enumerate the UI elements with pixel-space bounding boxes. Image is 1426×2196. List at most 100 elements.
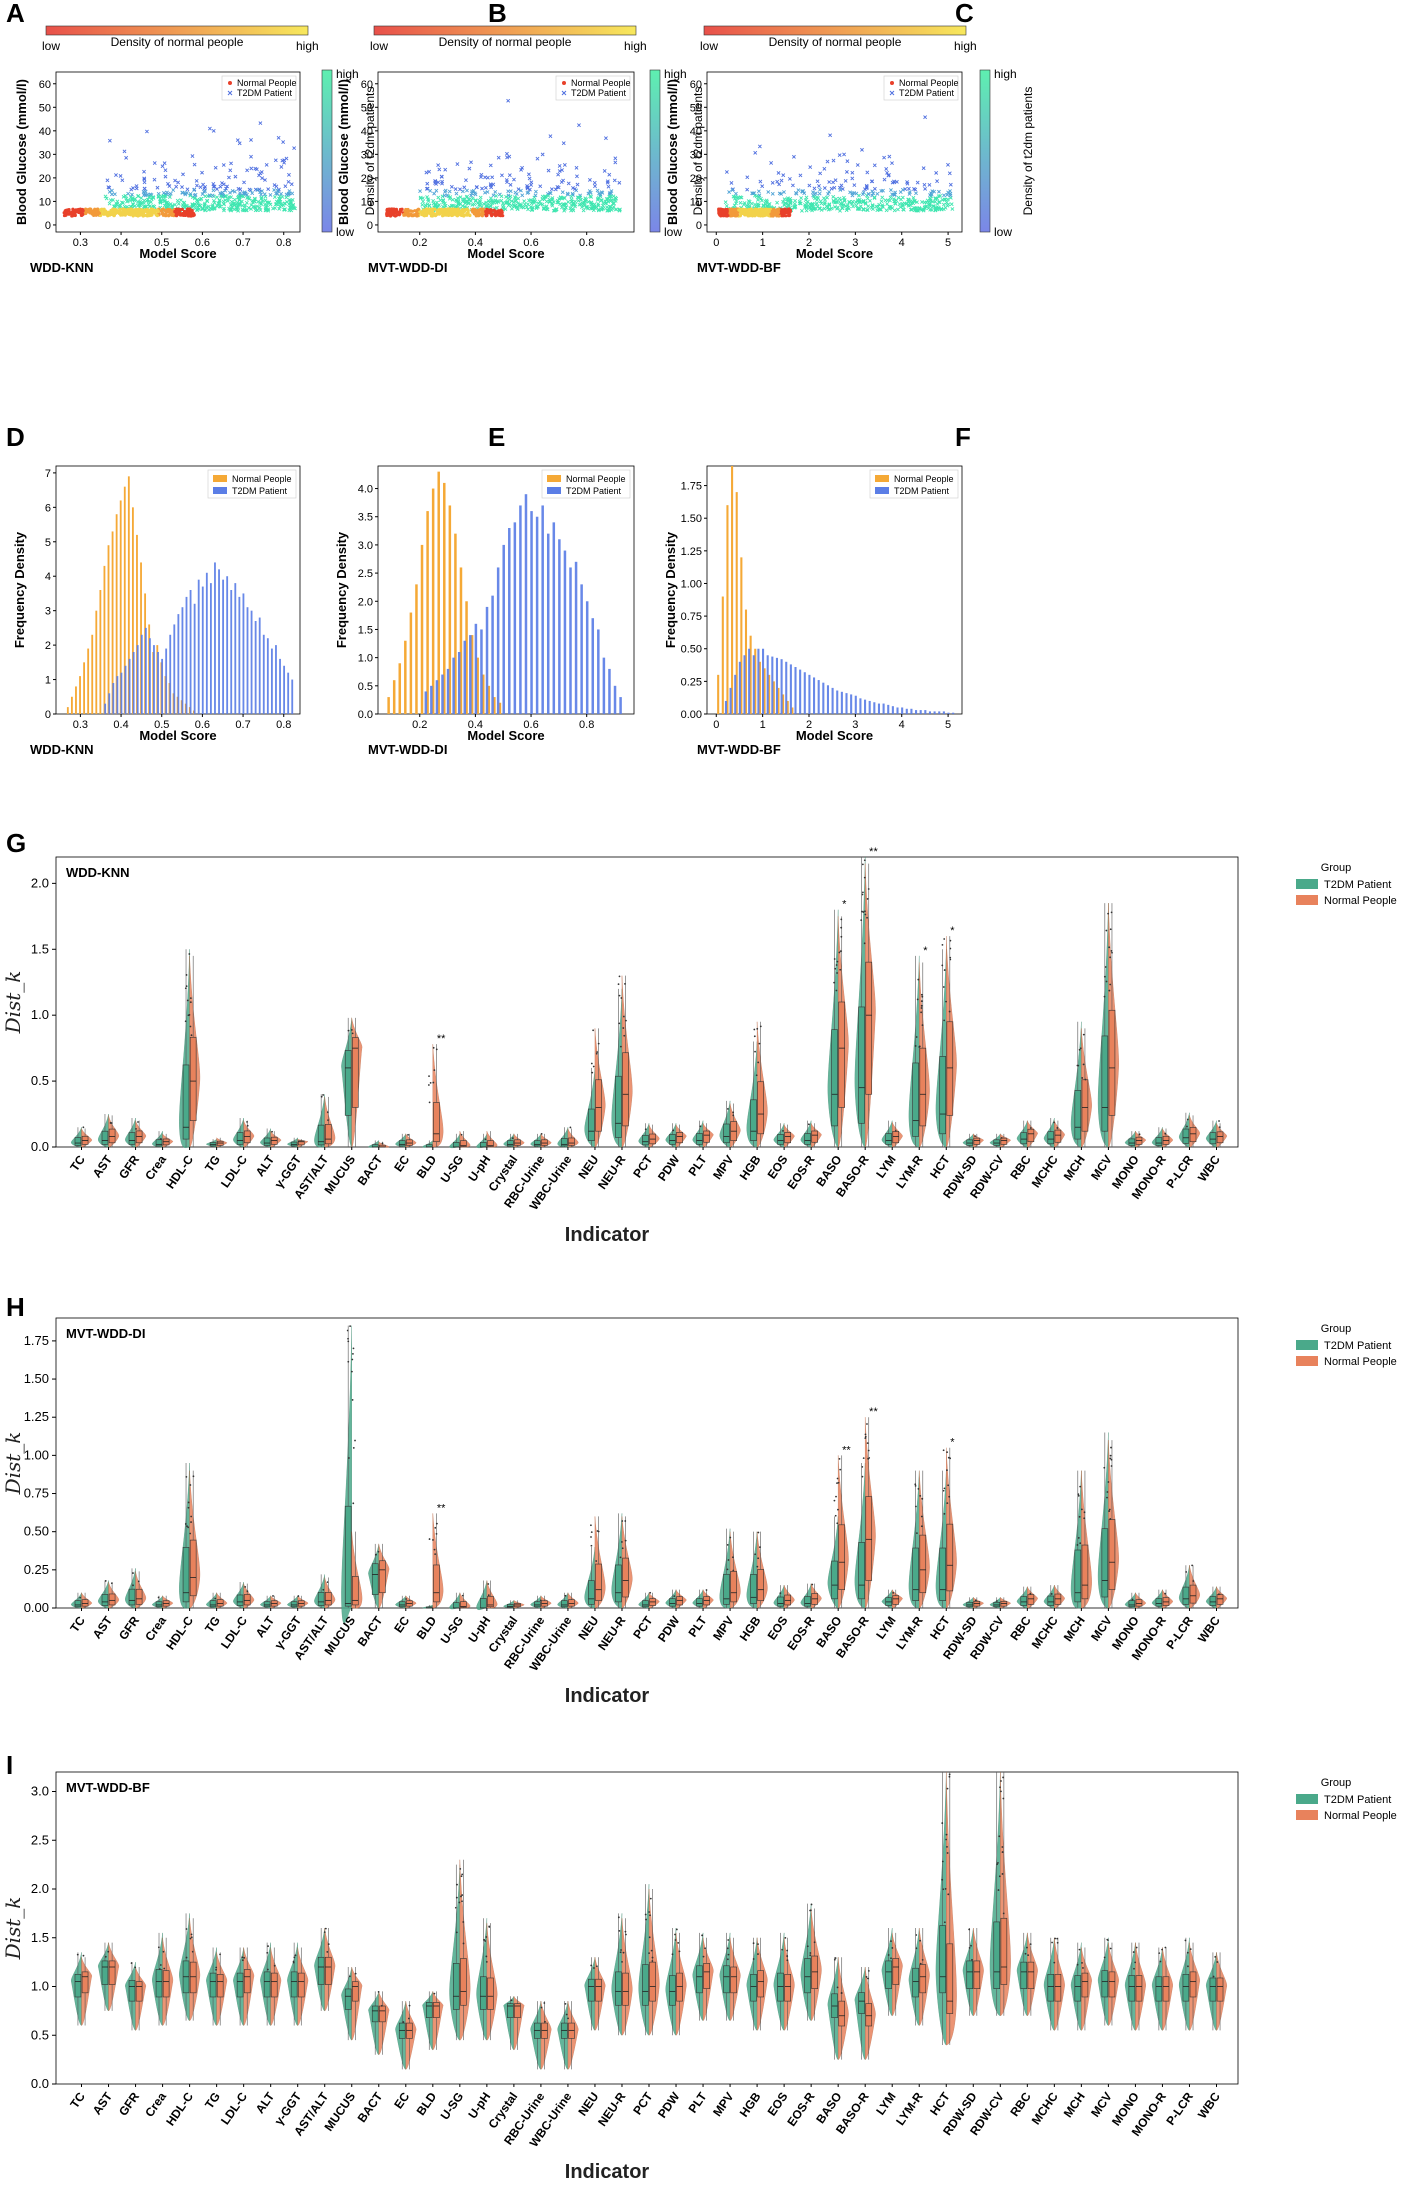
outlier-point (326, 1111, 329, 1114)
normal-point (756, 212, 760, 217)
t2dm-point (247, 187, 252, 192)
normal-point (740, 209, 744, 213)
normal-box (865, 961, 873, 1095)
t2dm-point (790, 183, 795, 188)
t2dm-point (950, 207, 955, 211)
t2dm-point (283, 201, 287, 206)
outlier-point (591, 1071, 594, 1074)
t2dm-point (546, 193, 551, 198)
normal-box (919, 1047, 927, 1127)
t2dm-point (249, 207, 253, 211)
outlier-point (807, 1123, 810, 1126)
t2dm-point (724, 170, 729, 174)
t2dm-point (561, 178, 565, 183)
t2dm-point (834, 200, 838, 205)
t2dm-bar (619, 697, 622, 714)
outlier-point (1050, 1593, 1053, 1595)
y-tick-label: 0.0 (358, 709, 373, 721)
normal-point (721, 214, 725, 218)
outlier-point (564, 1594, 567, 1597)
outlier-point (754, 1050, 756, 1053)
t2dm-point (807, 183, 812, 188)
normal-box (81, 1971, 89, 1994)
x-category-label: MCHC (1029, 2089, 1061, 2127)
normal-box (433, 2002, 440, 2018)
t2dm-point (458, 187, 462, 192)
t2dm-point (579, 202, 584, 207)
t2dm-point (151, 195, 155, 199)
outlier-point (835, 1495, 837, 1498)
t2dm-bar (591, 618, 595, 714)
outlier-point (866, 898, 869, 900)
t2dm-box (344, 1505, 352, 1607)
x-category-label: EOS-R (784, 1152, 817, 1191)
outlier-point (784, 1937, 787, 1939)
outlier-point (462, 1942, 465, 1945)
t2dm-point (289, 182, 294, 187)
t2dm-point (424, 170, 429, 175)
t2dm-box (804, 1596, 811, 1607)
colorbar-low-label: low (700, 39, 718, 53)
t2dm-point (847, 199, 852, 204)
outlier-point (752, 1958, 755, 1960)
x-category-label: MPV (710, 1153, 736, 1182)
t2dm-point (923, 115, 928, 120)
outlier-point (943, 1921, 946, 1924)
outlier-point (346, 1329, 349, 1332)
outlier-point (945, 1838, 948, 1841)
outlier-point (185, 985, 188, 988)
t2dm-box (452, 1963, 460, 2010)
t2dm-box (1155, 1976, 1163, 2002)
t2dm-point (915, 180, 920, 185)
t2dm-point (828, 133, 833, 138)
y-tick-label: 30 (361, 149, 373, 161)
outlier-point (651, 1956, 654, 1959)
t2dm-point (463, 200, 468, 204)
x-category-label: P-LCR (1163, 1152, 1196, 1190)
outlier-point (732, 1114, 735, 1117)
t2dm-point (232, 201, 237, 206)
t2dm-point (425, 195, 430, 199)
t2dm-point (441, 204, 445, 209)
t2dm-point (850, 170, 855, 175)
t2dm-point (555, 200, 560, 205)
t2dm-box (1074, 1549, 1082, 1603)
outlier-point (756, 1027, 759, 1030)
normal-violin (459, 1859, 471, 2041)
outlier-point (1110, 1446, 1112, 1449)
t2dm-bar (124, 665, 127, 714)
outlier-point (1218, 1120, 1220, 1122)
t2dm-point (804, 208, 809, 213)
normal-point (484, 209, 488, 214)
panel-label-a: A (6, 0, 25, 28)
t2dm-point (263, 178, 267, 182)
outlier-point (813, 1941, 816, 1944)
outlier-point (948, 1773, 951, 1776)
t2dm-point (593, 184, 597, 189)
t2dm-point (931, 204, 935, 209)
t2dm-point (901, 202, 905, 207)
outlier-point (185, 1956, 188, 1959)
t2dm-density-colorbar (979, 69, 991, 233)
t2dm-point (493, 189, 498, 194)
outlier-point (1109, 983, 1112, 986)
normal-point (742, 211, 746, 216)
normal-point (745, 209, 749, 214)
colorbar-high-label: high (336, 67, 359, 81)
outlier-point (946, 1852, 949, 1854)
y-tick-label: 2.5 (358, 568, 373, 580)
outlier-point (1109, 1518, 1112, 1520)
t2dm-point (289, 202, 293, 206)
y-tick-label: 50 (39, 102, 51, 114)
y-tick-label: 60 (690, 79, 702, 91)
t2dm-box (317, 1956, 325, 1985)
outlier-point (949, 1457, 952, 1460)
t2dm-point (221, 182, 226, 187)
t2dm-box (777, 1134, 784, 1145)
normal-point (784, 210, 789, 215)
t2dm-point (494, 194, 499, 198)
normal-point (92, 209, 96, 213)
t2dm-box (912, 1967, 919, 1998)
normal-box (946, 1943, 954, 2014)
outlier-point (622, 1027, 625, 1029)
